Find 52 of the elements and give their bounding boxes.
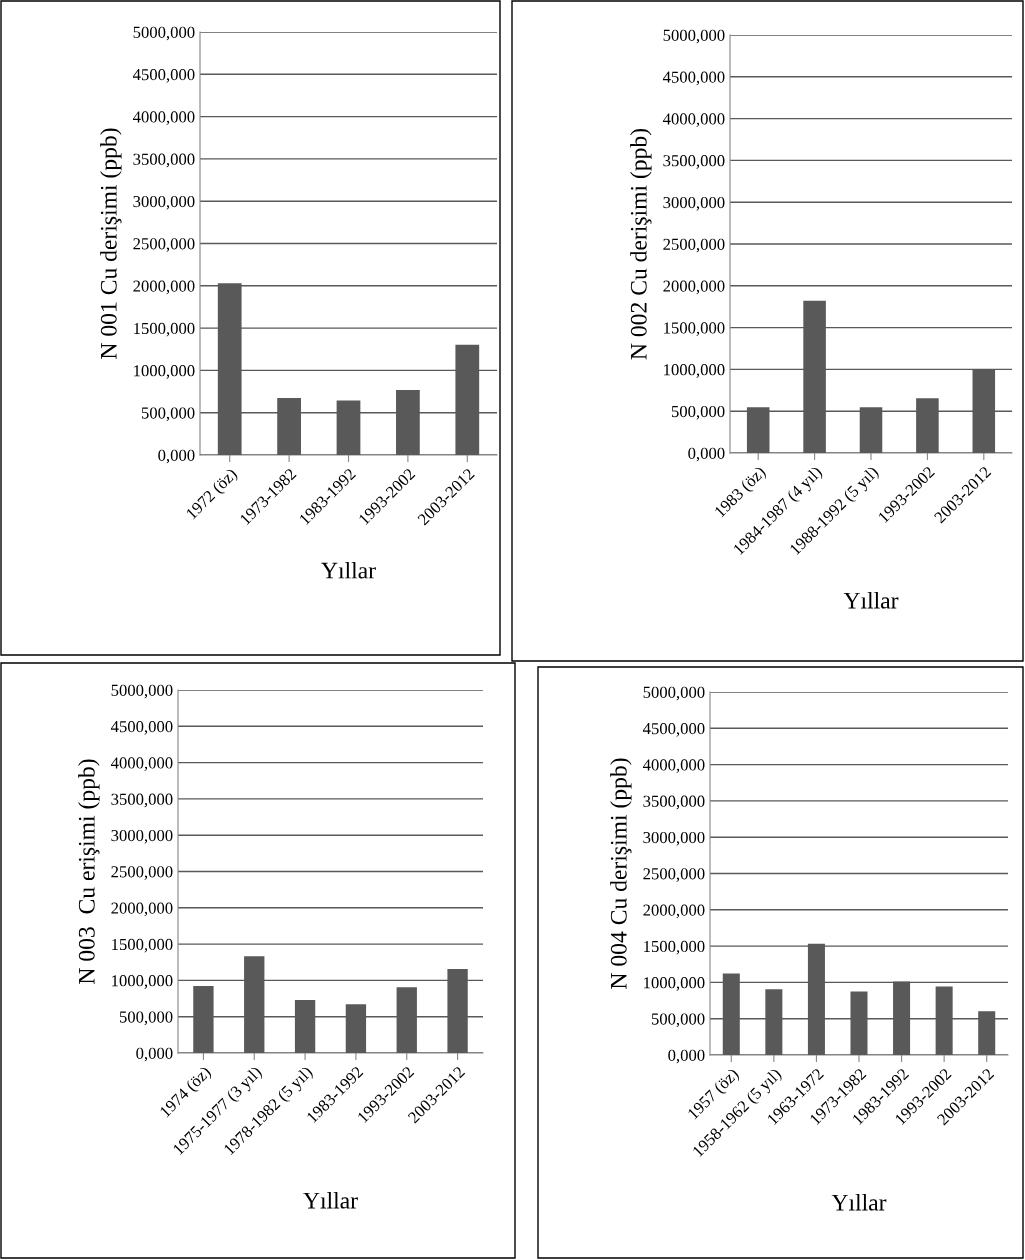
y-tick-label: 0,000	[136, 1047, 173, 1062]
y-tick-label: 1000,000	[112, 975, 173, 989]
y-tick-label: 4000,000	[662, 113, 725, 127]
y-tick-label: 0,000	[688, 447, 725, 462]
y-tick-label: 4500,000	[110, 721, 173, 735]
y-tick-label: 3500,000	[111, 793, 173, 808]
y-tick-label: 500,000	[651, 1013, 705, 1028]
y-tick-label: 3000,000	[111, 829, 173, 844]
y-tick-label: 1500,000	[134, 322, 195, 337]
y-tick-label: 1500,000	[644, 940, 705, 955]
y-tick-label: 5000,000	[111, 684, 173, 699]
x-axis-title: Yıllar	[843, 592, 899, 609]
y-tick-label: 500,000	[119, 1011, 173, 1026]
y-tick-label: 4000,000	[110, 757, 173, 771]
x-axis-title: Yıllar	[303, 1192, 358, 1209]
y-tick-label: 5000,000	[643, 686, 705, 701]
y-tick-label: 0,000	[668, 1049, 705, 1064]
y-tick-label: 2000,000	[133, 280, 195, 295]
y-tick-label: 4000,000	[132, 111, 195, 125]
y-tick-label: 1500,000	[664, 322, 725, 336]
y-tick-label: 1000,000	[664, 364, 725, 378]
y-tick-label: 4000,000	[642, 759, 705, 773]
y-tick-label: 500,000	[671, 405, 725, 420]
y-tick-label: 2000,000	[643, 904, 705, 919]
y-tick-label: 2000,000	[663, 280, 725, 295]
y-axis-title: N 002 Cu derişimi (ppb)	[630, 128, 652, 360]
y-tick-label: 2000,000	[111, 902, 173, 917]
y-tick-label: 4500,000	[662, 71, 725, 86]
y-tick-label: 3000,000	[133, 195, 195, 210]
y-tick-label: 3000,000	[663, 196, 725, 211]
y-tick-label: 2500,000	[111, 866, 173, 880]
y-tick-label: 1000,000	[644, 977, 705, 991]
y-tick-label: 2500,000	[133, 238, 195, 252]
y-tick-label: 500,000	[141, 407, 195, 422]
y-tick-label: 3500,000	[643, 795, 705, 810]
y-axis-title: N 001 Cu derişimi (ppb)	[100, 128, 122, 359]
x-axis-title: Yıllar	[831, 1194, 887, 1211]
y-tick-label: 2500,000	[643, 868, 705, 882]
x-axis-title: Yıllar	[321, 561, 376, 579]
y-tick-label: 4500,000	[132, 69, 195, 83]
y-tick-label: 1500,000	[112, 938, 173, 953]
y-axis-title: N 003 Cu erişimi (ppb)	[78, 759, 100, 984]
y-tick-label: 5000,000	[663, 29, 725, 44]
y-tick-label: 3500,000	[663, 155, 725, 169]
y-tick-label: 5000,000	[133, 26, 195, 41]
y-tick-label: 3000,000	[643, 831, 705, 846]
y-axis-title: N 004 Cu derişimi (ppb)	[610, 758, 632, 989]
y-tick-label: 2500,000	[663, 238, 725, 253]
y-tick-label: 3500,000	[133, 153, 195, 168]
y-tick-label: 4500,000	[642, 723, 705, 737]
y-tick-label: 1000,000	[134, 365, 195, 379]
y-tick-label: 0,000	[158, 449, 195, 464]
